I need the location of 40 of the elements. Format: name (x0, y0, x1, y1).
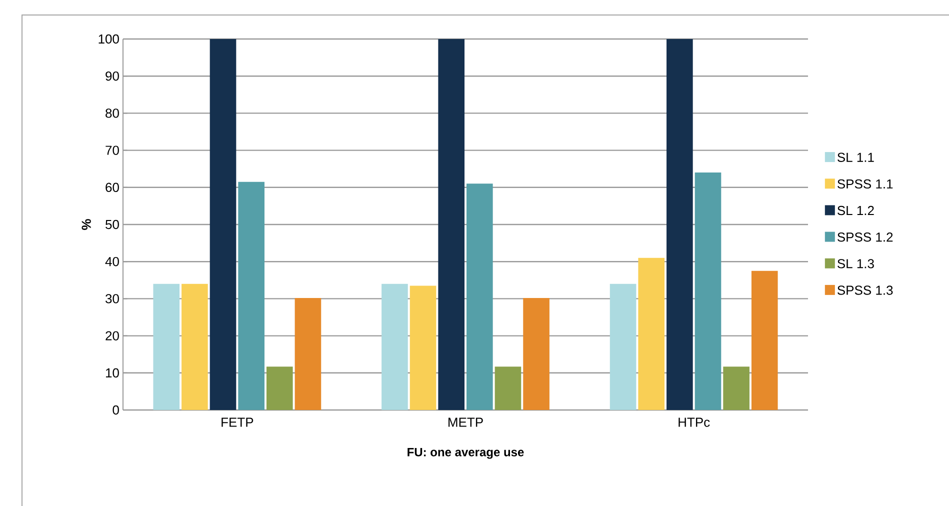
bar (438, 38, 465, 410)
x-axis-title: FU: one average use (408, 448, 524, 459)
x-tick-label: HTPc (678, 418, 710, 427)
bar (294, 298, 322, 410)
bar (638, 258, 665, 410)
x-tick-label: FETP (222, 418, 254, 427)
bar (266, 366, 293, 410)
y-tick-label: 80 (106, 108, 119, 118)
bar (182, 284, 208, 410)
bar (666, 38, 693, 410)
y-tick-label: 90 (106, 71, 119, 81)
legend-label: SPSS 1.1 (838, 179, 893, 189)
bar (610, 284, 636, 410)
bar (494, 366, 522, 410)
bar (694, 172, 722, 410)
legend-label: SPSS 1.2 (838, 232, 893, 242)
legend-label: SL 1.2 (838, 206, 874, 216)
bar (751, 270, 778, 410)
y-tick-label: 50 (106, 220, 119, 230)
bar (466, 184, 493, 410)
y-tick-label: 10 (106, 368, 119, 378)
bar (523, 298, 550, 410)
y-tick-label: 30 (106, 294, 119, 304)
y-tick-label: 70 (106, 146, 119, 155)
bar (382, 284, 408, 410)
bar (410, 286, 436, 410)
bar (210, 38, 236, 410)
legend-label: SPSS 1.3 (838, 286, 893, 295)
legend-label: SL 1.3 (838, 259, 874, 268)
y-tick-label: 0 (112, 405, 119, 415)
x-tick-label: METP (448, 418, 483, 427)
y-axis-title: % (82, 219, 91, 230)
y-tick-label: 20 (106, 331, 119, 340)
bar (238, 182, 264, 410)
y-tick-label: 40 (105, 256, 119, 266)
bar (723, 366, 750, 410)
bar (153, 284, 180, 410)
legend-label: SL 1.1 (838, 152, 874, 162)
y-tick-label: 60 (106, 182, 119, 192)
y-tick-label: 100 (98, 34, 119, 44)
